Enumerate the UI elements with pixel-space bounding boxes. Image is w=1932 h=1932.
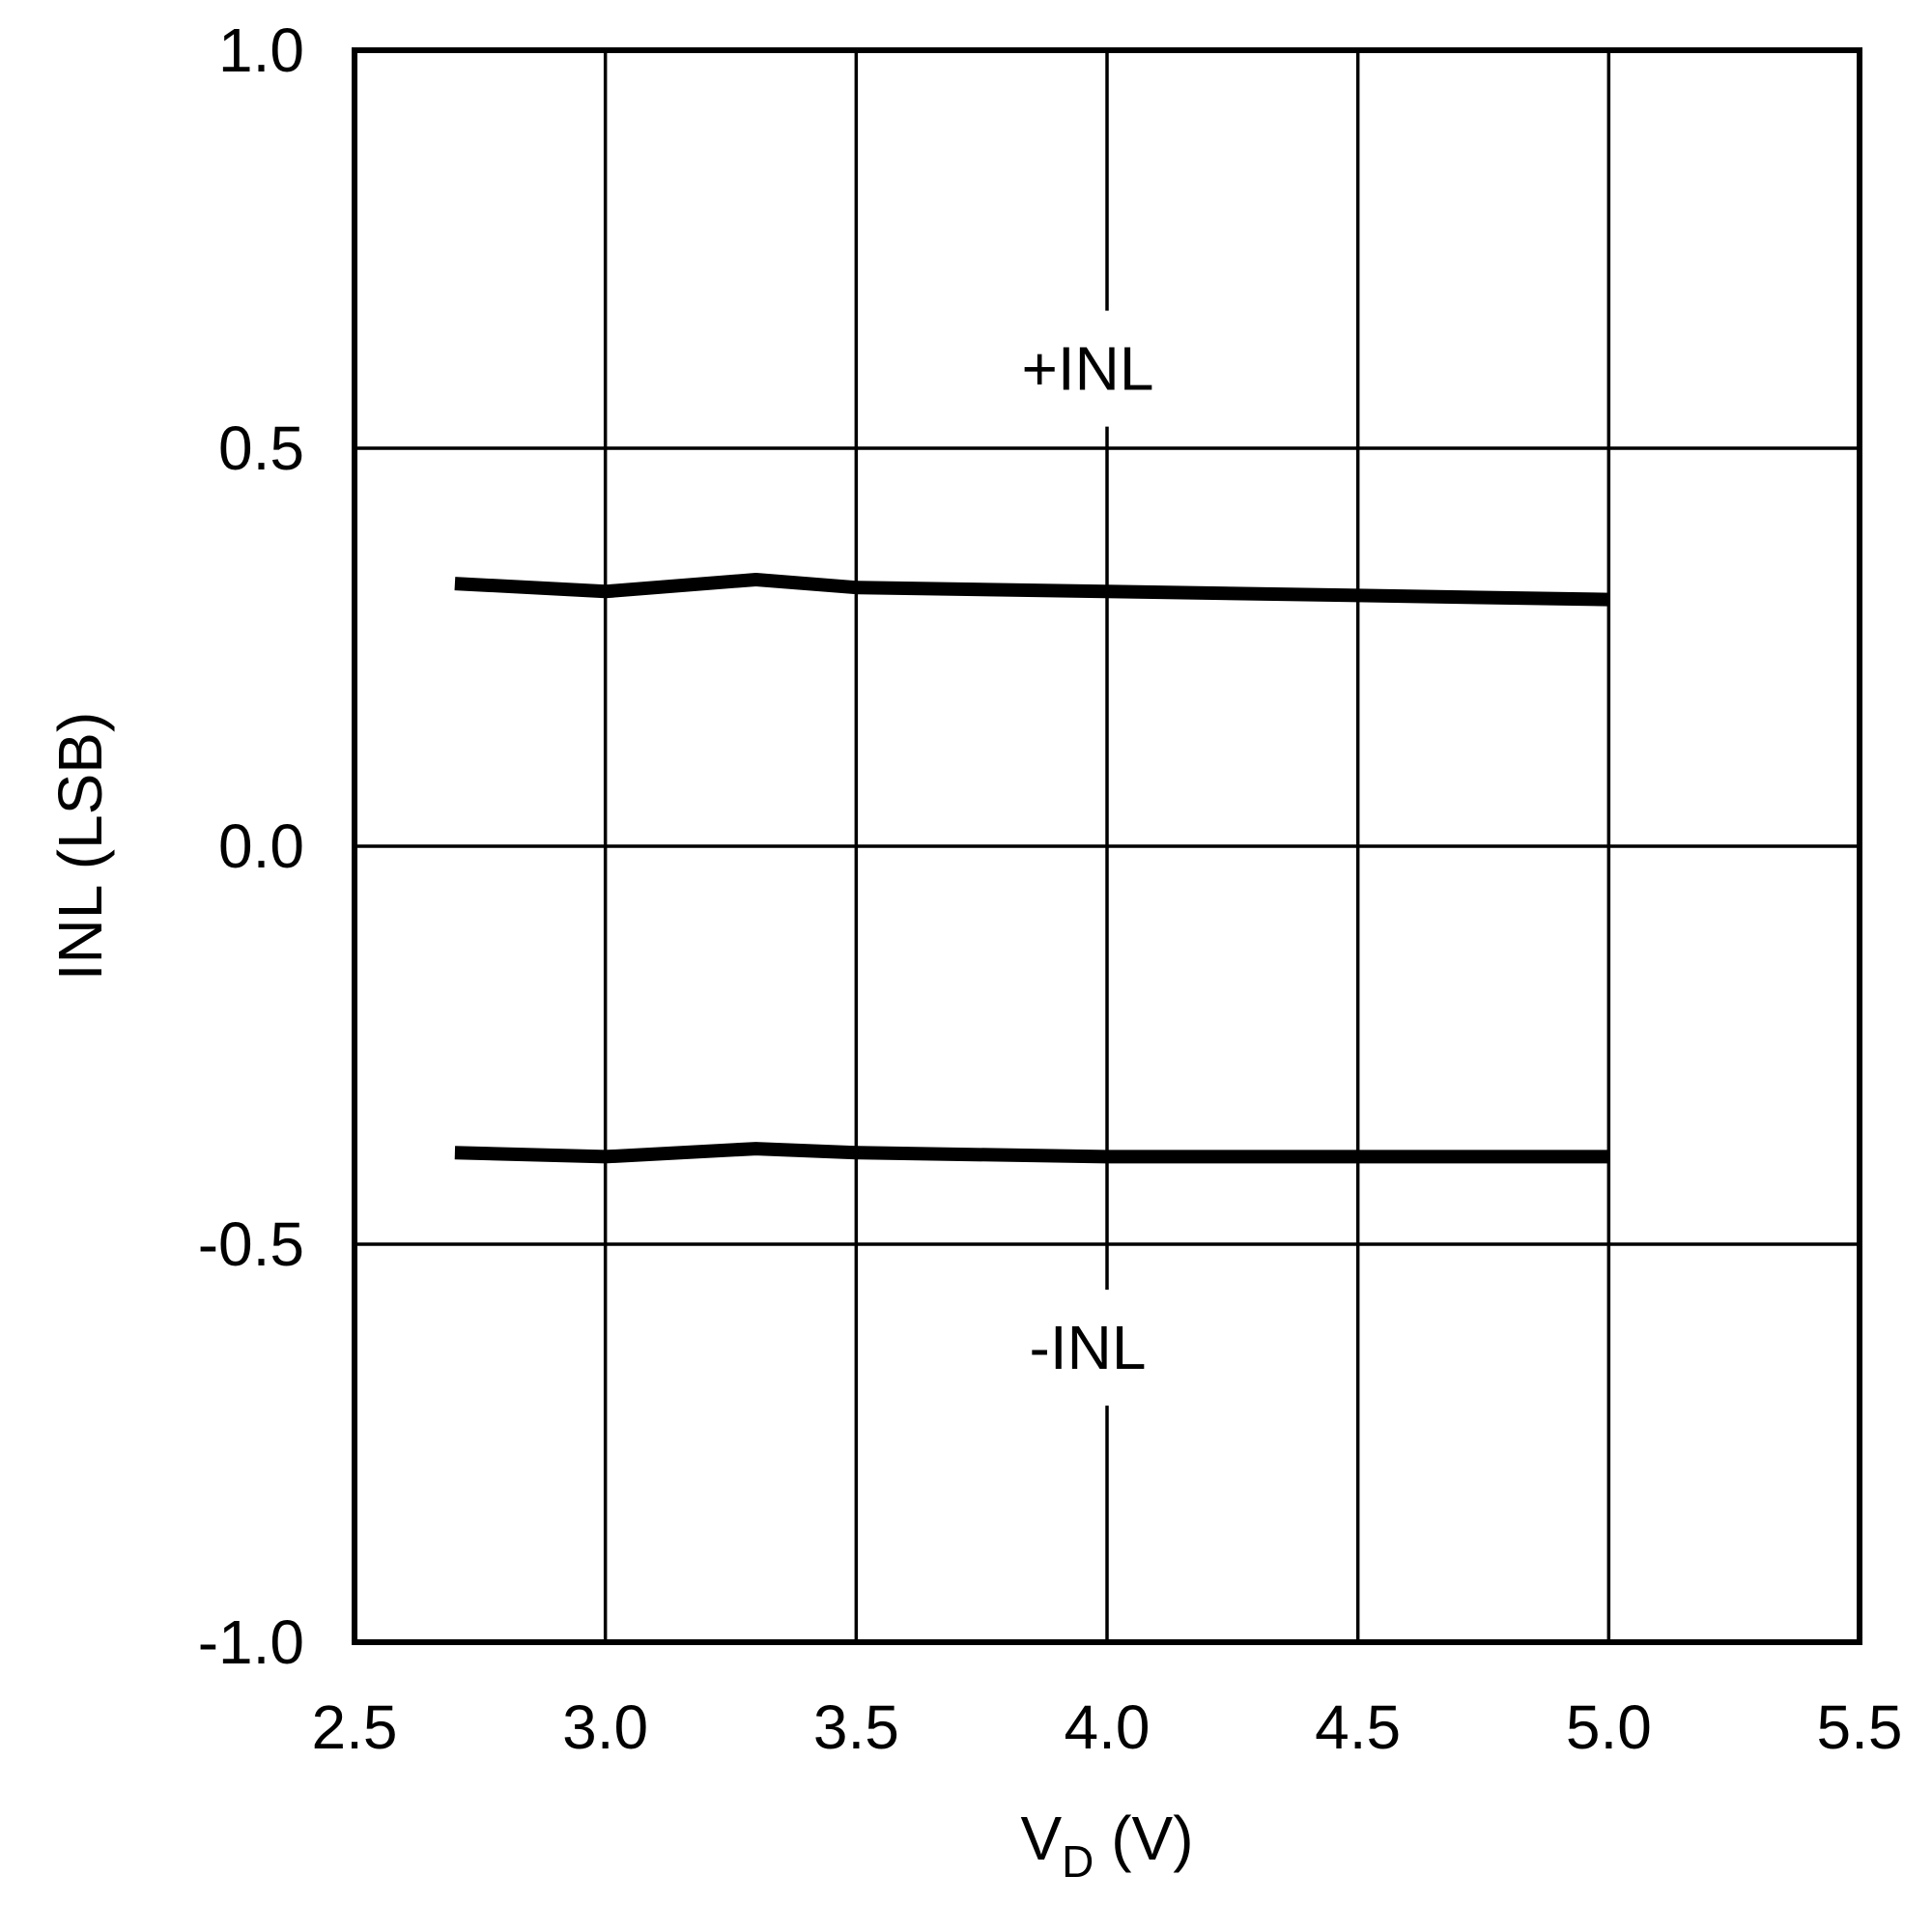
y-tick-labels: 1.0 0.5 0.0 -0.5 -1.0 — [198, 15, 304, 1677]
annotations: +INL -INL — [1022, 334, 1154, 1383]
x-tick-label: 4.5 — [1315, 1692, 1401, 1762]
y-axis-label: INL (LSB) — [45, 712, 115, 981]
series-annotation: -INL — [1030, 1313, 1147, 1382]
x-tick-label: 4.0 — [1065, 1692, 1151, 1762]
grid-lines — [355, 50, 1860, 1642]
x-axis-label-main: V — [1020, 1804, 1062, 1873]
plot-frame — [352, 47, 1862, 1645]
x-tick-label: 5.0 — [1566, 1692, 1652, 1762]
y-tick-label: 1.0 — [218, 15, 304, 85]
x-axis-label-subscript: D — [1062, 1836, 1094, 1887]
y-tick-label: 0.0 — [218, 811, 304, 881]
x-axis-label-unit: (V) — [1094, 1804, 1193, 1873]
series-line-minus-inl — [454, 1142, 1609, 1164]
x-tick-label: 2.5 — [312, 1692, 398, 1762]
series-line-plus-inl — [454, 573, 1609, 607]
y-tick-label: -1.0 — [198, 1607, 304, 1677]
series-group — [454, 573, 1609, 1164]
series-annotation: +INL — [1022, 334, 1154, 404]
x-tick-label: 3.5 — [813, 1692, 899, 1762]
x-tick-label: 3.0 — [562, 1692, 648, 1762]
x-axis-label: VD (V) — [1020, 1804, 1193, 1887]
x-tick-labels: 2.5 3.0 3.5 4.0 4.5 5.0 5.5 — [312, 1692, 1903, 1762]
x-tick-label: 5.5 — [1817, 1692, 1903, 1762]
y-tick-label: 0.5 — [218, 413, 304, 483]
y-tick-label: -0.5 — [198, 1209, 304, 1279]
